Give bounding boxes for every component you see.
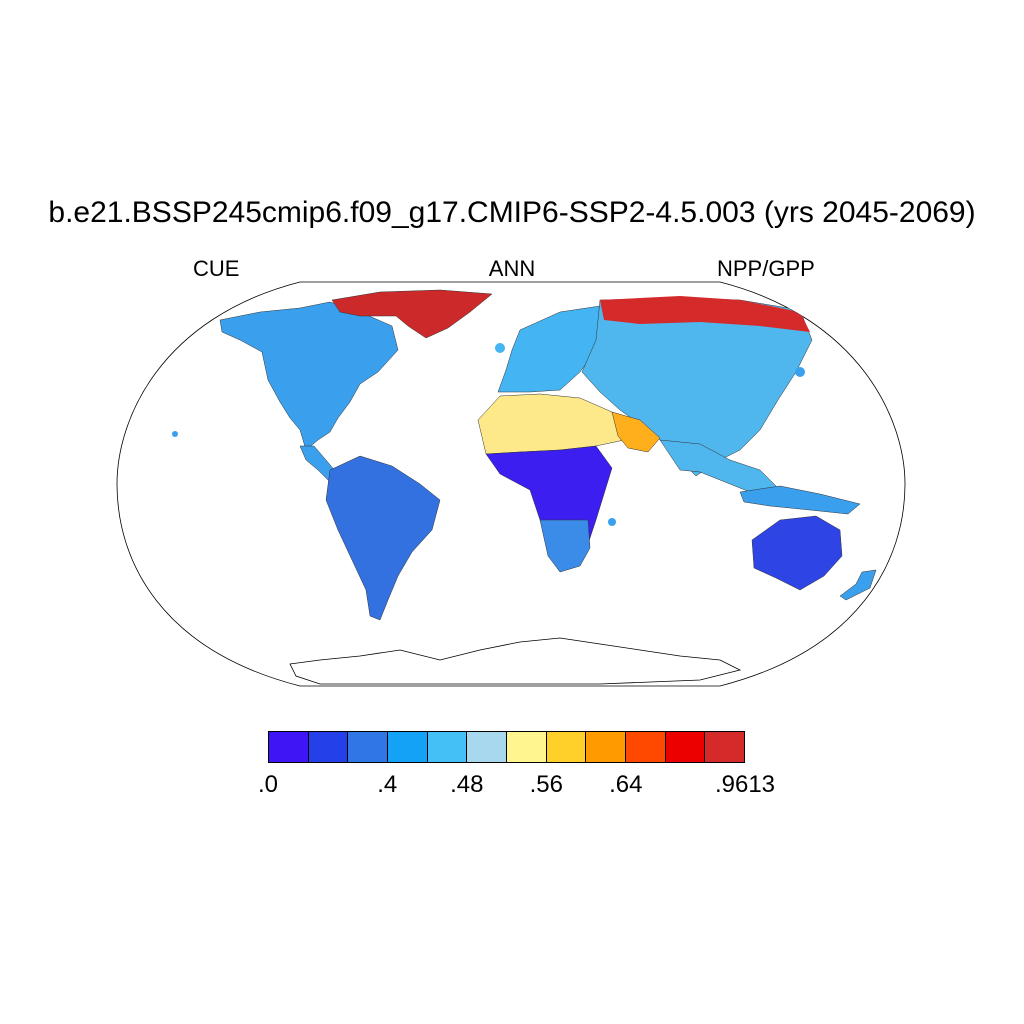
variable-label: CUE (193, 256, 240, 281)
antarctica-outline (289, 637, 742, 685)
colorbar-swatch-4 (427, 732, 468, 762)
europe-region (497, 305, 611, 393)
colorbar-label-1: .4 (377, 771, 398, 798)
colorbar-swatch-7 (546, 732, 587, 762)
colorbar-swatch-10 (665, 732, 706, 762)
greenland-region (331, 289, 493, 339)
colorbar-label-3: .56 (529, 771, 563, 798)
hawaii-island (172, 431, 178, 437)
colorbar-swatch-6 (507, 732, 547, 762)
colorbar (268, 731, 745, 763)
madagascar-island (608, 518, 616, 526)
colorbar-swatch-0 (269, 732, 309, 762)
japan-island (795, 367, 805, 377)
australia-region (751, 515, 843, 591)
colorbar-label-4: .64 (609, 771, 643, 798)
colorbar-swatch-9 (626, 732, 666, 762)
indonesia-region (739, 485, 861, 515)
season-label: ANN (488, 256, 536, 281)
south-america-region (325, 455, 441, 621)
colorbar-label-0: .0 (257, 771, 279, 798)
new-zealand-region (839, 569, 877, 601)
colorbar-swatch-3 (388, 732, 428, 762)
colorbar-swatch-2 (348, 732, 389, 762)
colorbar-swatch-5 (467, 732, 508, 762)
map-title: b.e21.BSSP245cmip6.f09_g17.CMIP6-SSP2-4.… (48, 196, 976, 229)
colorbar-swatch-11 (705, 732, 745, 762)
britain-island (495, 343, 505, 353)
colorbar-label-2: .48 (450, 771, 484, 798)
colorbar-swatch-8 (586, 732, 627, 762)
units-label: NPP/GPP (717, 256, 815, 281)
colorbar-swatch-1 (308, 732, 349, 762)
colorbar-label-5: .9613 (714, 771, 776, 798)
southern-africa-region (539, 519, 591, 573)
arabia-region (611, 411, 661, 453)
siberia-region (600, 296, 810, 332)
